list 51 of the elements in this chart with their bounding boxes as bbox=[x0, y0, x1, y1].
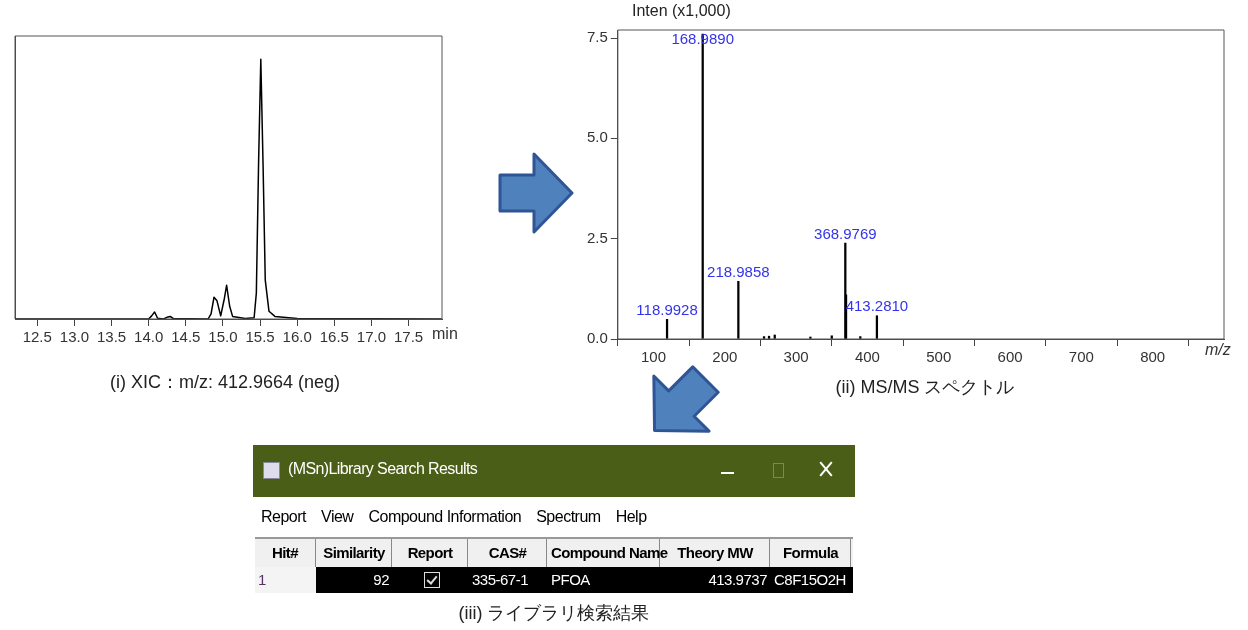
x-axis-title: m/z bbox=[1205, 341, 1231, 359]
x-tick-label: 16.5 bbox=[319, 328, 349, 346]
text: Spectrum bbox=[536, 508, 601, 525]
x-tick-label: 12.5 bbox=[22, 328, 52, 346]
text: 413.9737 bbox=[708, 571, 767, 588]
category-label: Theory MW bbox=[677, 544, 753, 561]
x-tick-label: 400 bbox=[854, 348, 880, 366]
annotation: 368.9769 bbox=[814, 224, 877, 242]
x-tick-label: 300 bbox=[783, 348, 809, 366]
category-label: Compound Name bbox=[550, 543, 668, 563]
text: 1 bbox=[258, 571, 266, 588]
text: 335-67-1 bbox=[472, 571, 529, 588]
text: (MSn)Library Search Results bbox=[288, 460, 478, 478]
x-tick-label: 800 bbox=[1140, 348, 1166, 366]
x-tick-label: 100 bbox=[640, 348, 667, 366]
x-tick-label: 700 bbox=[1068, 348, 1094, 366]
category-label: Hit# bbox=[255, 539, 316, 569]
text: (ii) MS/MS スペクトル bbox=[834, 376, 1016, 399]
y-tick-label: 0.0 bbox=[586, 329, 608, 347]
text: C8F15O2H bbox=[774, 571, 846, 588]
text: Report bbox=[261, 508, 307, 525]
x-tick-label: 13.0 bbox=[59, 328, 90, 346]
text: PFOA bbox=[551, 571, 590, 588]
x-tick-label: 600 bbox=[997, 348, 1023, 366]
x-tick-label: 15.0 bbox=[208, 328, 238, 346]
text: View bbox=[321, 508, 354, 525]
text: Help bbox=[615, 508, 647, 525]
x-tick-label: 17.0 bbox=[356, 328, 387, 346]
text: (i) XIC：m/z: 412.9664 (neg) bbox=[108, 371, 342, 394]
x-tick-label: 14.0 bbox=[134, 328, 164, 346]
category-label: Formula bbox=[771, 539, 851, 569]
x-tick-label: 13.5 bbox=[96, 328, 127, 346]
category-label: Report bbox=[393, 539, 468, 569]
y-tick-label: 7.5 bbox=[586, 28, 608, 46]
category-label: Similarity bbox=[317, 539, 392, 569]
y-tick-label: 2.5 bbox=[586, 228, 608, 246]
y-tick-label: 5.0 bbox=[586, 128, 608, 146]
text: Compound Information bbox=[368, 508, 522, 525]
x-tick-label: 16.0 bbox=[282, 328, 312, 346]
x-tick-label: 15.5 bbox=[245, 328, 275, 346]
category-label: CAS# bbox=[469, 539, 547, 569]
text: (iii) ライブラリ検索結果 bbox=[457, 602, 651, 625]
y-axis-title: Inten (x1,000) bbox=[632, 2, 731, 20]
x-tick-label: 14.5 bbox=[171, 328, 201, 346]
x-tick-label: 500 bbox=[926, 348, 952, 366]
x-tick-label: 17.5 bbox=[393, 328, 424, 346]
annotation: 118.9928 bbox=[636, 300, 698, 318]
x-axis-title: min bbox=[432, 325, 458, 343]
x-tick-label: 200 bbox=[712, 348, 738, 366]
text: 92 bbox=[373, 571, 389, 588]
annotation: 218.9858 bbox=[707, 262, 770, 280]
